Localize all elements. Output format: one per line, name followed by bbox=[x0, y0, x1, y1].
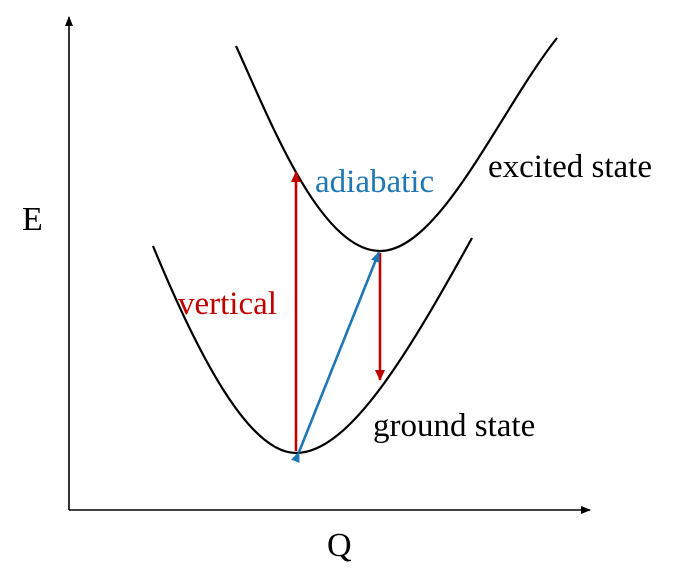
x-axis-label: Q bbox=[327, 527, 352, 564]
vertical-label: vertical bbox=[178, 286, 277, 322]
y-axis-label: E bbox=[22, 201, 43, 238]
adiabatic-label: adiabatic bbox=[315, 164, 434, 200]
adiabatic-transition-arrow bbox=[291, 251, 381, 463]
ground-state-label: ground state bbox=[373, 408, 535, 444]
excited-state-label: excited state bbox=[488, 149, 652, 185]
excited-state-curve bbox=[235, 37, 558, 253]
